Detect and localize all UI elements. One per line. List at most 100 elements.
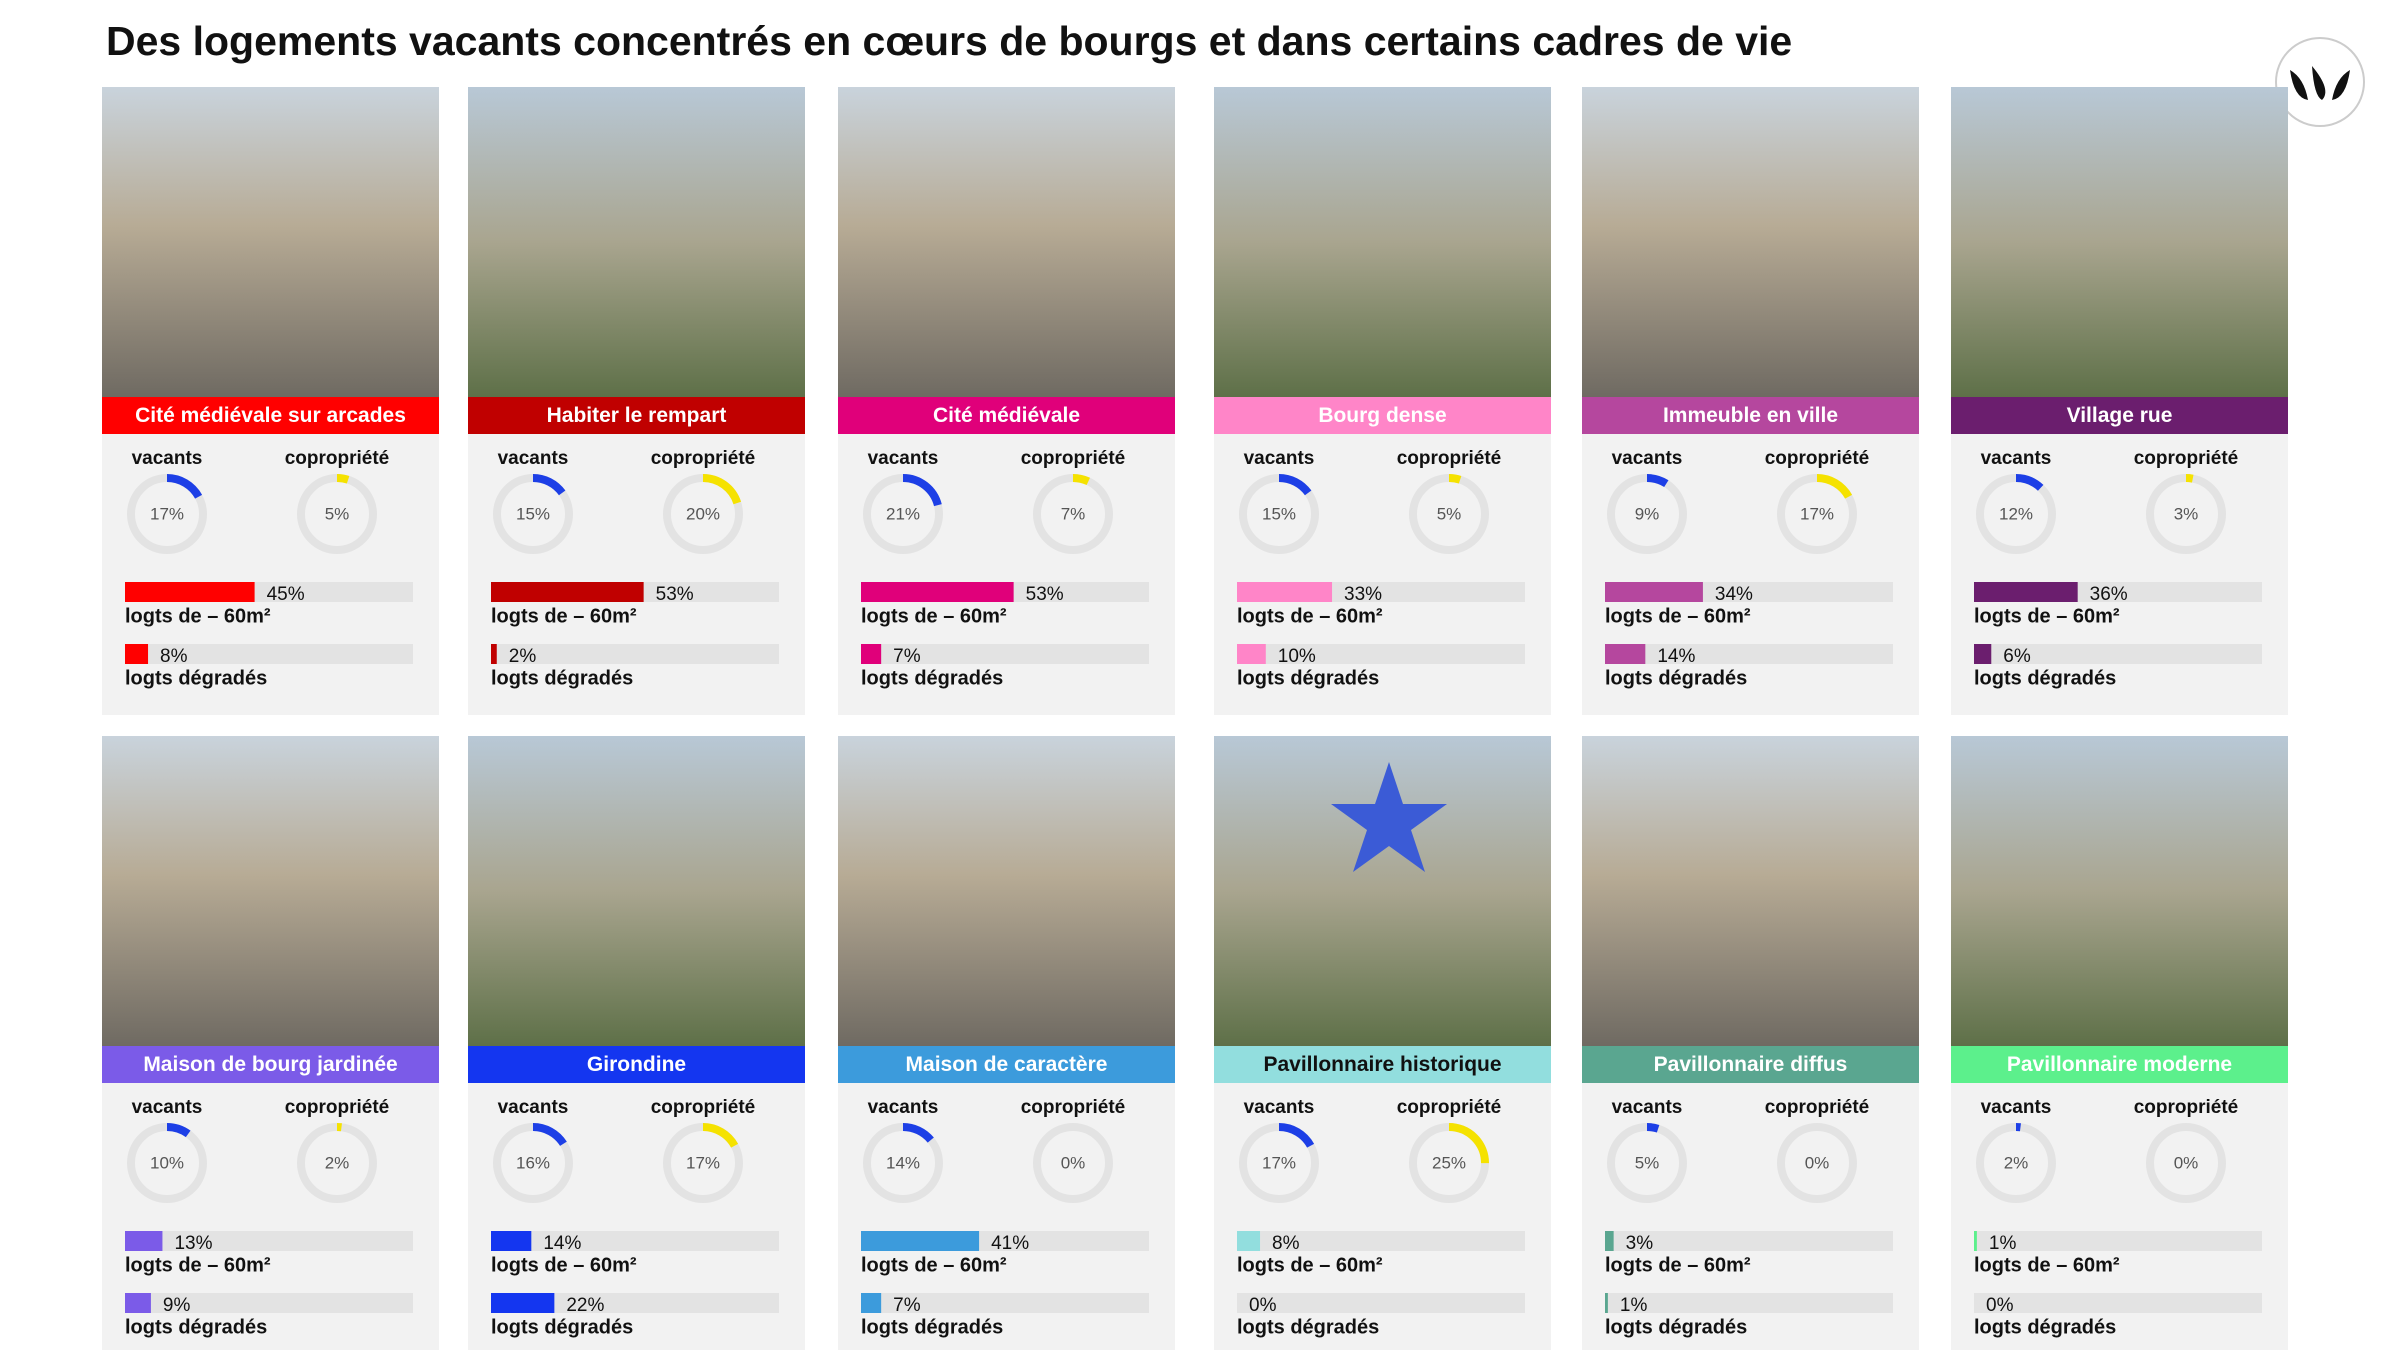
bar-label: logts de – 60m²: [1605, 605, 1751, 627]
bar-value: 6%: [2003, 646, 2031, 667]
card-title-band: [102, 397, 439, 434]
bar-value: 22%: [566, 1295, 604, 1316]
donut-arc: [493, 474, 573, 554]
donut-label: vacants: [132, 1097, 203, 1118]
donut-label: copropriété: [2134, 1097, 2239, 1118]
card-title-band: [1951, 1046, 2288, 1083]
bar-value: 7%: [893, 646, 921, 667]
card: Habiter le rempart vacants 15% copropriété 2…: [468, 87, 805, 715]
bar: [125, 644, 149, 664]
bar-track: [861, 1293, 1149, 1313]
bar: [1605, 582, 1703, 602]
card-photo: [102, 87, 439, 397]
logo: [2275, 37, 2365, 127]
donut-label: copropriété: [2134, 448, 2239, 469]
bar-value: 53%: [1026, 584, 1064, 605]
donut-label: vacants: [498, 448, 569, 469]
donut-arc: [1409, 474, 1489, 554]
donut-value: 9%: [1635, 504, 1660, 523]
donut-label: vacants: [498, 1097, 569, 1118]
bar-track: [1605, 1293, 1893, 1313]
card-title: Cité médiévale: [933, 404, 1080, 427]
card: Bourg densevacants15%copropriété5%33%log…: [1214, 87, 1551, 715]
donut-arc: [127, 1123, 207, 1203]
card: Pavillonnaire diffus vacants 5% copropriété…: [1582, 736, 1919, 1350]
donut-value: 12%: [1999, 504, 2033, 523]
donut-value: 20%: [686, 504, 720, 523]
bar-label: logts dégradés: [1605, 1316, 1747, 1338]
card-photo: [1214, 87, 1551, 397]
card-title: Maison de bourg jardinée: [143, 1053, 397, 1076]
donut-arc: [1607, 1123, 1687, 1203]
donut-label: copropriété: [285, 1097, 390, 1118]
donut-value: 5%: [325, 504, 350, 523]
bar-track: [1605, 1231, 1893, 1251]
bar-label: logts de – 60m²: [1605, 1254, 1751, 1276]
card: Immeuble en ville vacants 9% copropriété 17%…: [1582, 87, 1919, 715]
bar-value: 2%: [509, 646, 537, 667]
bar-label: logts de – 60m²: [125, 1254, 271, 1276]
card-title: Pavillonnaire historique: [1263, 1053, 1501, 1076]
card-photo: [838, 736, 1175, 1046]
donut-track: [2146, 1123, 2226, 1203]
bar-value: 10%: [1278, 646, 1316, 667]
donut-arc: [127, 474, 207, 554]
bar-track: [1237, 1231, 1525, 1251]
bar-track: [1605, 644, 1893, 664]
card: Pavillonnaire historique vacants 17% coprop…: [1214, 736, 1551, 1350]
bar: [491, 1293, 555, 1313]
card-photo: [1582, 87, 1919, 397]
donut-value: 17%: [686, 1153, 720, 1172]
donut-arc: [1976, 474, 2056, 554]
card-title-band: [468, 1046, 805, 1083]
card-title-band: [1582, 1046, 1919, 1083]
donut-value: 17%: [1262, 1153, 1296, 1172]
bar: [491, 1231, 532, 1251]
card-photo: [1582, 736, 1919, 1046]
bar: [1237, 1231, 1261, 1251]
bar: [1605, 644, 1646, 664]
bar-label: logts de – 60m²: [861, 605, 1007, 627]
bar-label: logts de – 60m²: [491, 605, 637, 627]
card-photo: [468, 87, 805, 397]
donut-value: 7%: [1061, 504, 1086, 523]
bar: [125, 582, 255, 602]
bar-track: [491, 1231, 779, 1251]
donut-value: 14%: [886, 1153, 920, 1172]
bar-value: 0%: [1986, 1295, 2014, 1316]
card: Pavillonnaire moderne vacants 2% copropriét…: [1951, 736, 2288, 1350]
card-title-band: [1214, 1046, 1551, 1083]
bar-label: logts de – 60m²: [1237, 605, 1383, 627]
bar-track: [491, 1293, 779, 1313]
donut-arc: [1239, 474, 1319, 554]
bar-value: 3%: [1626, 1233, 1654, 1254]
donut-value: 3%: [2174, 504, 2199, 523]
donut-label: copropriété: [1021, 1097, 1126, 1118]
donut-label: copropriété: [1021, 448, 1126, 469]
bar: [861, 1231, 980, 1251]
donut-value: 17%: [1800, 504, 1834, 523]
card: Village ruevacants12%copropriété3%36%log…: [1951, 87, 2288, 715]
bar-value: 1%: [1620, 1295, 1648, 1316]
card-photo: [468, 736, 805, 1046]
card-photo: [838, 87, 1175, 397]
donut-arc: [1239, 1123, 1319, 1203]
donut-value: 15%: [1262, 504, 1296, 523]
donut-track: [1033, 1123, 1113, 1203]
donut-label: copropriété: [651, 1097, 756, 1118]
bar: [491, 582, 644, 602]
card: Cité médiévale sur arcades vacants 17% copr…: [102, 87, 439, 715]
donut-value: 16%: [516, 1153, 550, 1172]
donut-value: 2%: [2004, 1153, 2029, 1172]
bar-value: 14%: [1657, 646, 1695, 667]
donut-arc: [2146, 474, 2226, 554]
bar-value: 14%: [543, 1233, 581, 1254]
donut-arc: [1976, 1123, 2056, 1203]
donut-value: 0%: [1061, 1153, 1086, 1172]
donut-arc: [297, 1123, 377, 1203]
donut-label: vacants: [1612, 1097, 1683, 1118]
bar: [1974, 644, 1992, 664]
bar-label: logts dégradés: [1237, 1316, 1379, 1338]
donut-label: vacants: [1244, 1097, 1315, 1118]
